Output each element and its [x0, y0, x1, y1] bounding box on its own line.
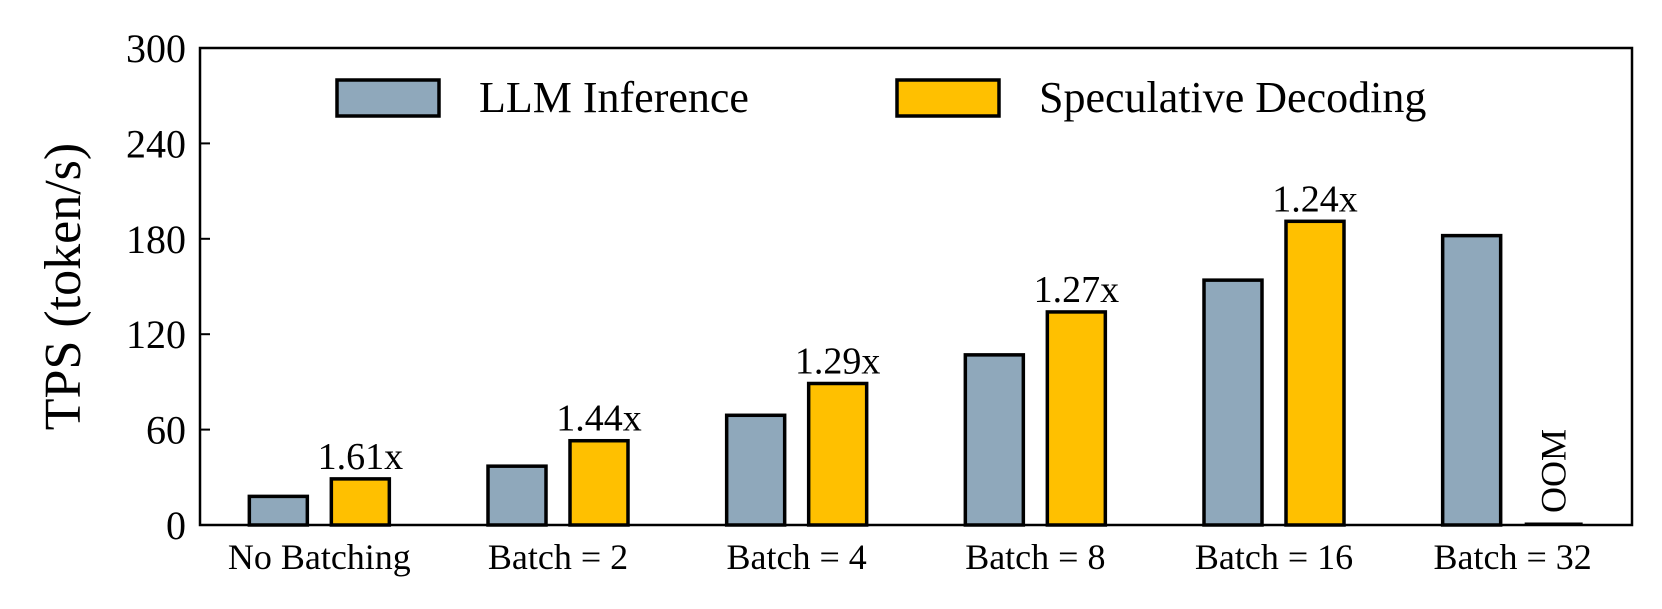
plot-area: 0 60 120 180 240 300 TPS (token/s) No Batching 1… — [35, 26, 1634, 577]
y-tick-label: 120 — [126, 312, 186, 357]
bar-llm-inference — [486, 464, 548, 527]
x-tick-label: Batch = 16 — [1195, 537, 1353, 577]
bar-llm-inference — [247, 494, 310, 527]
y-tick-label: 300 — [126, 26, 186, 71]
bar-speculative-decoding — [806, 381, 869, 527]
legend-label: Speculative Decoding — [1039, 73, 1426, 122]
y-tick-label: 0 — [166, 503, 186, 548]
bar-speculative-decoding — [1045, 310, 1108, 527]
bar-speculative-decoding — [329, 477, 392, 527]
speedup-label: 1.27x — [1034, 269, 1120, 311]
bar-llm-inference — [963, 353, 1026, 527]
bar-llm-inference — [724, 413, 787, 527]
bar-speculative-decoding — [1284, 219, 1346, 527]
x-tick-label: Batch = 2 — [488, 537, 628, 577]
speedup-label: 1.61x — [318, 436, 404, 478]
x-tick-label: Batch = 4 — [727, 537, 867, 577]
x-tick-label: Batch = 8 — [965, 537, 1105, 577]
speedup-label: 1.24x — [1272, 178, 1358, 220]
y-axis-label: TPS (token/s) — [35, 143, 92, 430]
speedup-label: 1.44x — [556, 398, 642, 440]
y-tick-label: 180 — [126, 217, 186, 262]
y-tick-label: 60 — [146, 408, 186, 453]
plot-frame — [198, 46, 1634, 527]
speedup-label: 1.29x — [795, 340, 881, 382]
y-tick-label: 240 — [126, 121, 186, 166]
bar-speculative-decoding — [568, 438, 630, 527]
legend-label: LLM Inference — [479, 73, 749, 122]
legend-swatch — [335, 78, 441, 118]
x-tick-label: No Batching — [228, 537, 411, 577]
x-tick-label: Batch = 32 — [1434, 537, 1592, 577]
oom-annotation: OOM — [1534, 429, 1574, 513]
bar-llm-inference — [1202, 278, 1264, 527]
legend-swatch — [895, 78, 1001, 118]
bar-llm-inference — [1440, 233, 1503, 527]
